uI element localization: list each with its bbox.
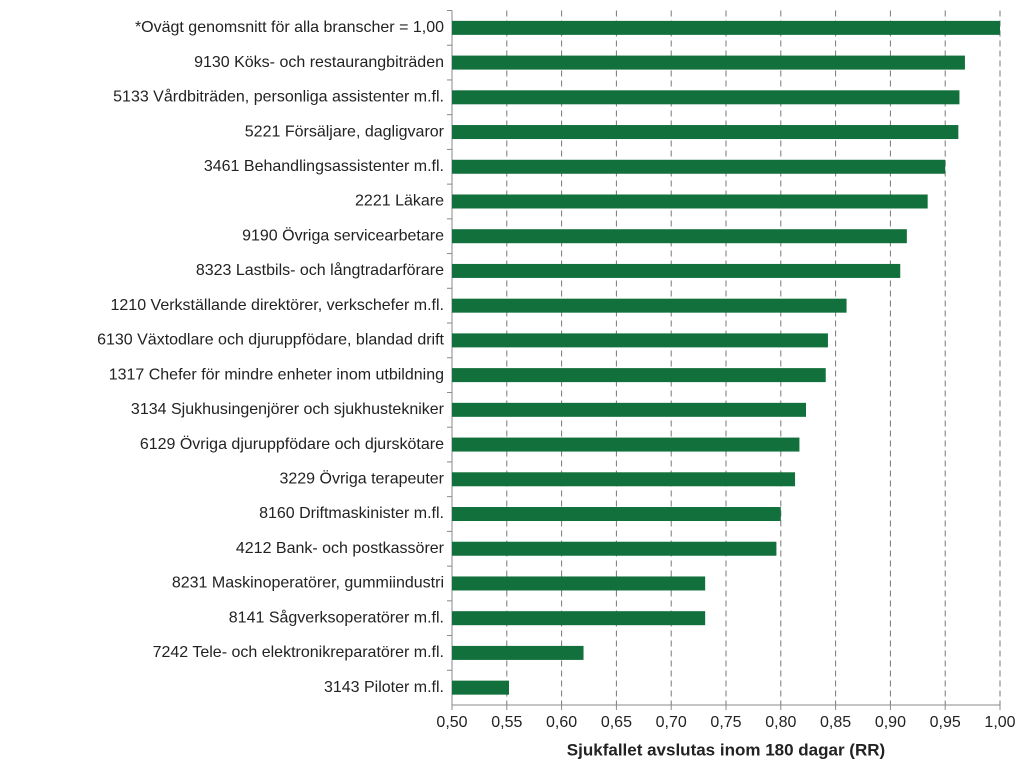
y-tick-label: 1210 Verkställande direktörer, verkschef… — [111, 297, 445, 314]
bar — [452, 541, 777, 556]
y-tick-label: 9130 Köks- och restaurangbiträden — [194, 54, 444, 71]
x-tick-label: 0,75 — [710, 714, 741, 731]
bar — [452, 472, 796, 487]
x-tick-label: 0,65 — [601, 714, 632, 731]
y-tick-label: 8323 Lastbils- och långtradarförare — [196, 261, 444, 279]
y-tick-label: 6129 Övriga djuruppfödare och djurskötar… — [140, 435, 444, 453]
y-tick-label: 8160 Driftmaskinister m.fl. — [259, 505, 444, 522]
bar — [452, 229, 907, 244]
x-tick-label: 0,50 — [436, 714, 467, 731]
x-tick-label: 1,00 — [984, 714, 1015, 731]
bar — [452, 159, 946, 174]
y-tick-label: 8231 Maskinoperatörer, gummiindustri — [172, 575, 444, 592]
bar — [452, 402, 807, 417]
x-tick-label: 0,85 — [820, 714, 851, 731]
bar — [452, 611, 706, 626]
x-tick-label: 0,90 — [875, 714, 906, 731]
bar — [452, 333, 828, 348]
y-tick-label: 3229 Övriga terapeuter — [279, 470, 444, 488]
bar — [452, 368, 826, 383]
x-tick-label: 0,70 — [656, 714, 687, 731]
bar — [452, 20, 1000, 35]
bar — [452, 437, 800, 452]
y-tick-label: 3143 Piloter m.fl. — [324, 679, 444, 696]
bar — [452, 263, 901, 278]
x-tick-label: 0,60 — [546, 714, 577, 731]
y-tick-label: 3461 Behandlingsassistenter m.fl. — [204, 158, 444, 175]
y-tick-label: 5133 Vårdbiträden, personliga assistente… — [113, 88, 444, 106]
y-tick-label: 4212 Bank- och postkassörer — [236, 540, 445, 557]
y-tick-label: 7242 Tele- och elektronikreparatörer m.f… — [153, 644, 444, 661]
bar — [452, 90, 960, 105]
bar — [452, 576, 706, 591]
y-tick-label: 9190 Övriga servicearbetare — [242, 226, 444, 244]
y-tick-label: 5221 Försäljare, dagligvaror — [245, 123, 445, 140]
x-tick-label: 0,55 — [491, 714, 522, 731]
y-tick-label: 8141 Sågverksoperatörer m.fl. — [229, 608, 444, 626]
bar — [452, 298, 847, 313]
bar — [452, 125, 959, 140]
y-tick-label: 3134 Sjukhusingenjörer och sjukhusteknik… — [131, 401, 445, 418]
bar — [452, 507, 781, 522]
x-tick-label: 0,80 — [765, 714, 796, 731]
bar — [452, 680, 509, 695]
y-tick-label: 6130 Växtodlare och djuruppfödare, bland… — [97, 332, 444, 349]
y-tick-label: 1317 Chefer för mindre enheter inom utbi… — [109, 366, 444, 383]
bar — [452, 194, 928, 209]
y-tick-label: 2221 Läkare — [355, 193, 444, 210]
x-axis-label: Sjukfallet avslutas inom 180 dagar (RR) — [567, 740, 885, 759]
x-tick-label: 0,95 — [930, 714, 961, 731]
y-tick-label: *Ovägt genomsnitt för alla branscher = 1… — [135, 19, 444, 36]
bar — [452, 645, 584, 660]
bar — [452, 55, 965, 70]
